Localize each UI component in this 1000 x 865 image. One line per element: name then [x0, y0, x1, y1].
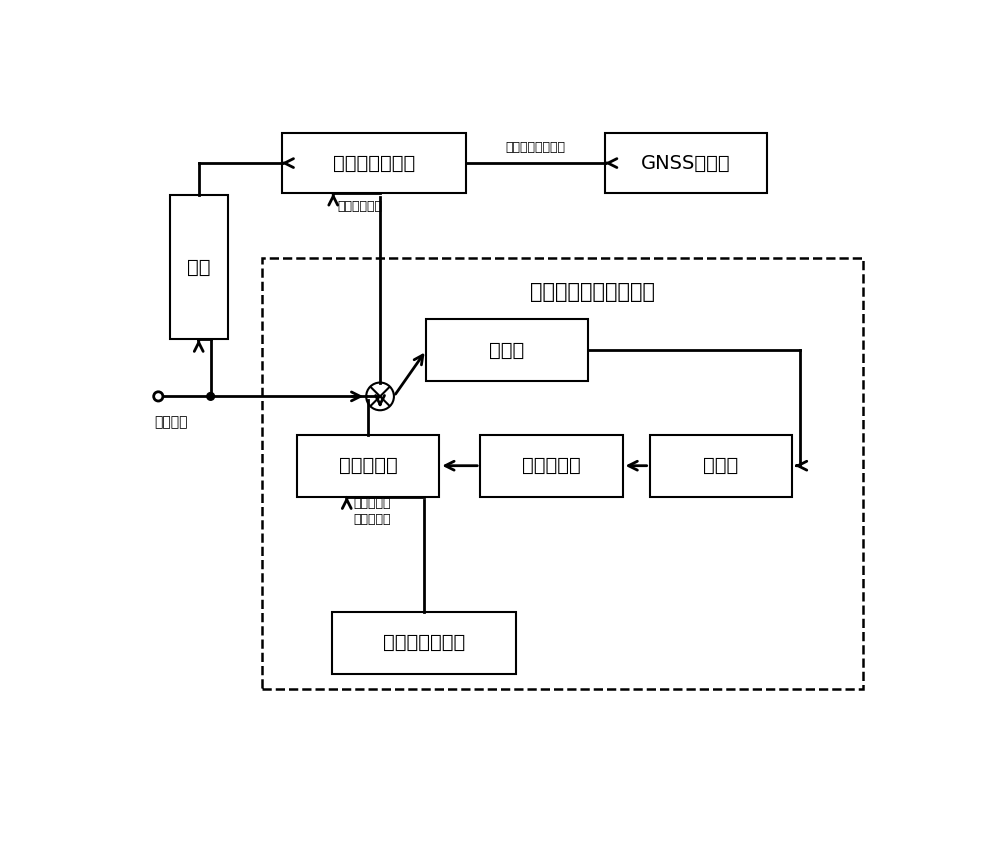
Text: 参考干扰信号: 参考干扰信号 — [337, 201, 382, 214]
Text: 滤除干扰后的信号: 滤除干扰后的信号 — [506, 141, 566, 154]
Bar — [650, 435, 792, 497]
Text: 鉴频器: 鉴频器 — [703, 456, 738, 475]
Bar — [282, 133, 466, 193]
Text: 功率谱估计模块: 功率谱估计模块 — [383, 633, 465, 652]
Circle shape — [207, 393, 215, 400]
Text: 积分器: 积分器 — [489, 341, 525, 360]
Text: GNSS接收机: GNSS接收机 — [641, 154, 731, 173]
Text: 初始加载干
扰频率估值: 初始加载干 扰频率估值 — [353, 497, 390, 527]
Circle shape — [154, 392, 163, 401]
Bar — [605, 133, 767, 193]
Bar — [262, 258, 863, 689]
Bar — [426, 319, 588, 381]
Circle shape — [366, 382, 394, 410]
Text: 自适应信号处理: 自适应信号处理 — [333, 154, 415, 173]
Text: 数控振荡器: 数控振荡器 — [339, 456, 398, 475]
Bar — [170, 195, 228, 339]
Bar — [332, 612, 516, 674]
Text: 干扰参考信号生成模块: 干扰参考信号生成模块 — [530, 283, 655, 303]
Text: 缓存: 缓存 — [187, 258, 210, 277]
Bar — [480, 435, 623, 497]
Text: 输入信号: 输入信号 — [154, 416, 188, 430]
Text: 环路滤波器: 环路滤波器 — [522, 456, 581, 475]
Bar — [297, 435, 439, 497]
